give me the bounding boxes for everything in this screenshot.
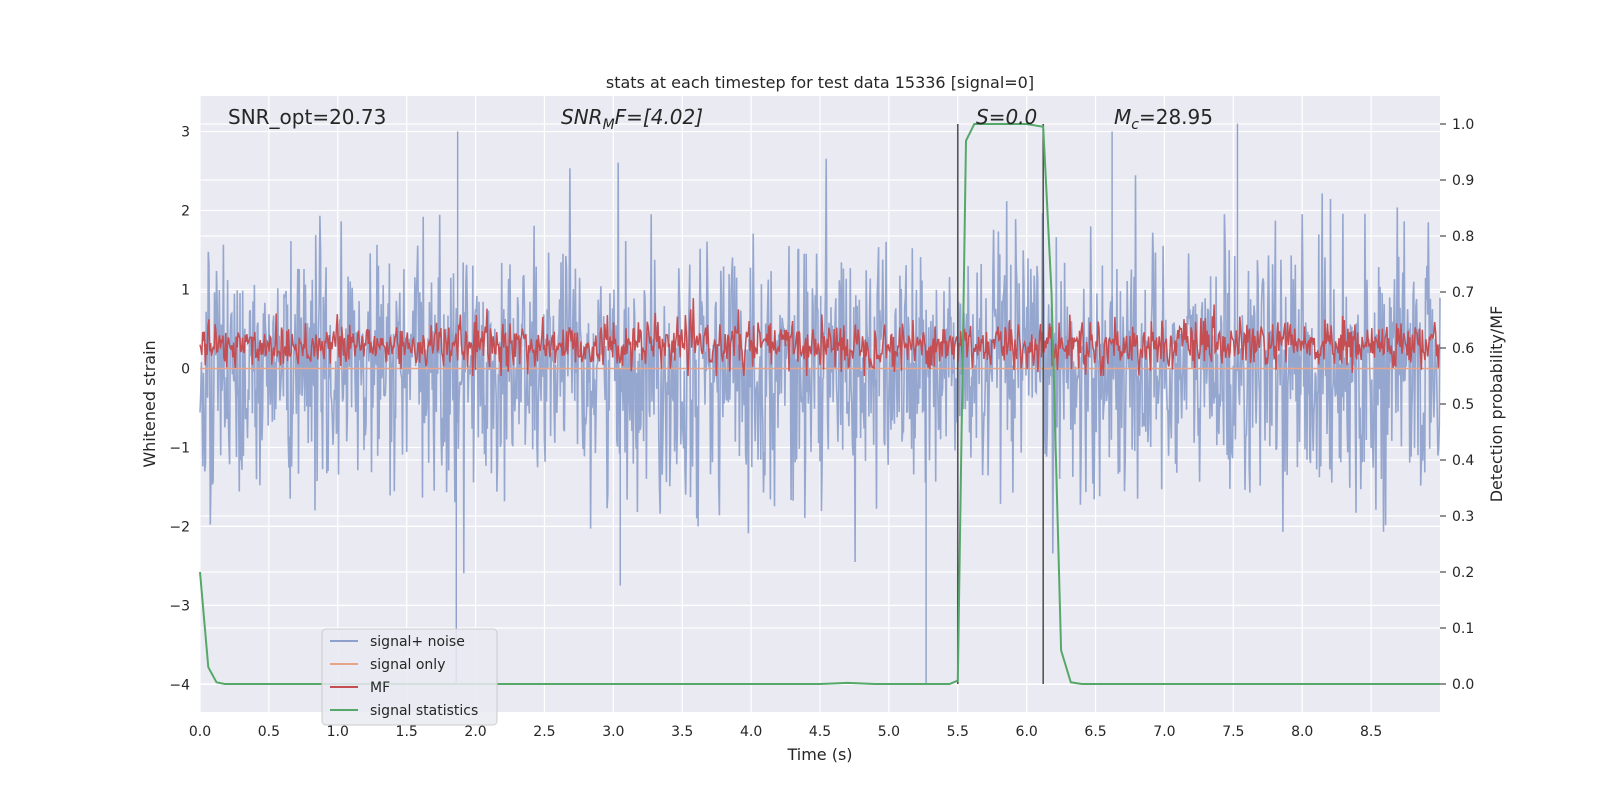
x-tick-label: 0.5 [258,724,280,740]
y-right-tick-label: 0.2 [1452,565,1474,581]
x-tick-label: 4.0 [740,724,762,740]
y-tick-label: 0 [181,361,190,377]
y-right-tick-label: 0.6 [1452,341,1474,357]
axis-ticks: 0.0 0.5 1.0 1.5 2.0 2.5 3.0 3.5 4.0 4.5 5.0 5.5 6.0 6… [169,117,1474,740]
y-tick-label: 1 [181,282,190,298]
y-tick-label: −1 [169,440,190,456]
y-tick-label: −4 [169,677,190,693]
y-right-tick-label: 0.3 [1452,509,1474,525]
y-right-tick-label: 0.0 [1452,677,1474,693]
annotation-s-value: S=0.0 [976,105,1037,129]
y-right-tick-label: 0.9 [1452,173,1474,189]
y-right-tick-label: 1.0 [1452,117,1474,133]
y-tick-label: −3 [169,598,190,614]
x-tick-label: 3.5 [671,724,693,740]
y-tick-label: −2 [169,519,190,535]
legend-box [321,628,498,726]
noise-trace [199,158,1441,574]
series-mf [199,298,1441,377]
y-right-tick-label: 0.7 [1452,285,1474,301]
mc-main: M [1114,105,1131,129]
snr-mf-rest: F=[4.02] [615,105,703,129]
x-tick-label: 3.0 [602,724,624,740]
event-markers [956,124,1044,684]
x-tick-label: 6.5 [1084,724,1106,740]
annotation-snr-mf: SNRMF=[4.02] [561,105,703,133]
mc-rest: =28.95 [1139,105,1213,129]
x-tick-label: 8.0 [1291,724,1313,740]
x-tick-label: 4.5 [809,724,831,740]
y-axis-label: Whitened strain [140,340,159,467]
mf-trace [199,298,1441,377]
y-tick-label: 2 [181,204,190,220]
x-tick-label: 7.5 [1222,724,1244,740]
x-tick-label: 1.5 [396,724,418,740]
legend-label-signal: signal only [370,657,445,673]
y-right-tick-label: 0.4 [1452,453,1474,469]
y-tick-label: 3 [181,125,190,141]
snr-mf-sub: M [603,117,615,133]
annotation-snr-opt: SNR_opt=20.73 [228,105,386,129]
signal-statistics-line [199,123,1440,685]
mc-sub: c [1131,117,1139,133]
y-right-tick-label: 0.1 [1452,621,1474,637]
y-axis-right-label: Detection probability/MF [1487,306,1506,503]
x-tick-label: 7.0 [1153,724,1175,740]
series-signal-statistics [199,123,1440,685]
annotation-mc: Mc=28.95 [1114,105,1213,133]
x-tick-label: 5.5 [947,724,969,740]
snr-mf-main: SNR [561,105,603,129]
x-tick-label: 2.0 [464,724,486,740]
x-tick-label: 8.5 [1360,724,1382,740]
chart-title: stats at each timestep for test data 153… [606,73,1034,92]
x-tick-label: 2.5 [533,724,555,740]
x-axis-label: Time (s) [786,745,852,764]
legend-label-mf: MF [370,680,390,696]
legend-label-stat: signal statistics [370,703,478,719]
x-tick-label: 0.0 [189,724,211,740]
x-tick-label: 6.0 [1016,724,1038,740]
x-tick-label: 1.0 [327,724,349,740]
legend: signal+ noise signal only MF signal stat… [321,628,498,726]
y-right-tick-label: 0.5 [1452,397,1474,413]
legend-label-noise: signal+ noise [370,634,465,650]
y-right-tick-label: 0.8 [1452,229,1474,245]
x-tick-label: 5.0 [878,724,900,740]
